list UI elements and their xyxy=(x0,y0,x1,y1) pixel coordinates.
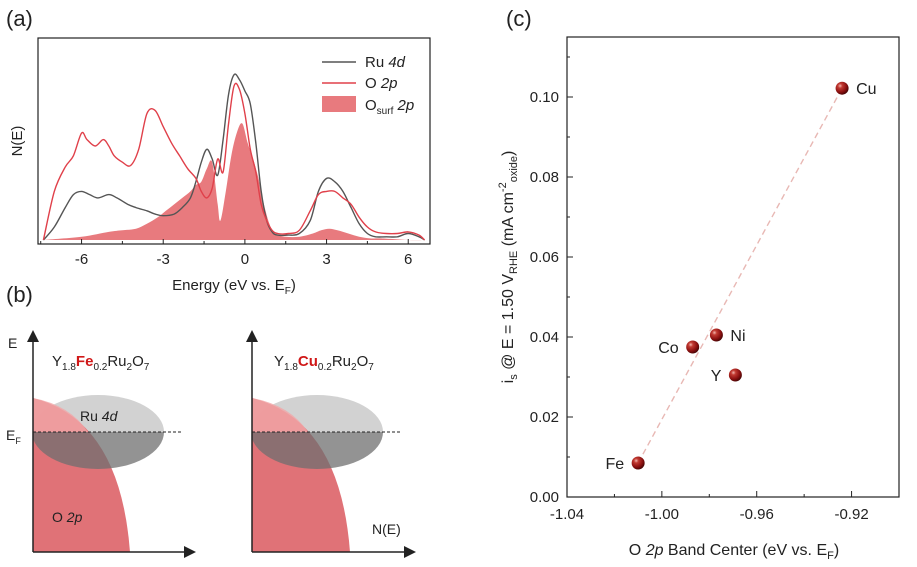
scatter-y-tick-label: 0.08 xyxy=(530,169,559,186)
scatter-y-tick-label: 0.02 xyxy=(530,409,559,426)
scatter-point-ni xyxy=(709,328,723,342)
series-area-osurf-2p xyxy=(43,123,425,241)
series-line-ru-4d xyxy=(42,73,425,241)
scatter-plot-area: Fe Co Ni Y Cu xyxy=(605,81,876,473)
scatter-y-tick-label: 0.06 xyxy=(530,249,559,266)
o-2p-band-label: O 2p xyxy=(52,509,83,525)
formula-fe-doped: Y1.8Fe0.2Ru2O7 xyxy=(52,353,150,373)
ru-4d-band-filled xyxy=(33,432,164,469)
pdos-x-tick-label: 0 xyxy=(241,251,249,268)
series-line-o-2p xyxy=(42,82,426,241)
scatter-point-label-co: Co xyxy=(658,340,679,357)
scatter-x-tick-label: -0.96 xyxy=(740,506,774,523)
scatter-point-label-y: Y xyxy=(711,368,722,385)
dos-axis-label: N(E) xyxy=(372,521,401,537)
legend-label-osurf-2p: Osurf 2p xyxy=(365,97,414,117)
scatter-point-fe xyxy=(631,456,645,470)
pdos-x-tick-label: 3 xyxy=(322,251,330,268)
scatter-x-tick-label: -1.04 xyxy=(550,506,584,523)
scatter-frame xyxy=(566,36,900,498)
o-2p-band-left-upper xyxy=(33,398,88,432)
panel-label-a: (a) xyxy=(6,6,33,31)
scatter-y-tick-label: 0.00 xyxy=(530,489,559,506)
scatter-point-y xyxy=(728,368,742,382)
scatter-point-label-cu: Cu xyxy=(856,81,876,98)
pdos-x-tick-label: 6 xyxy=(404,251,412,268)
legend-swatch-osurf-2p xyxy=(322,96,356,112)
fermi-level-label: EF xyxy=(6,427,21,446)
scatter-y-tick-label: 0.04 xyxy=(530,329,559,346)
pdos-x-label: Energy (eV vs. EF) xyxy=(172,277,296,297)
panel-label-b: (b) xyxy=(6,282,33,307)
pdos-x-tick-label: -6 xyxy=(75,251,88,268)
formula-cu-doped: Y1.8Cu0.2Ru2O7 xyxy=(274,353,374,373)
pdos-legend: Ru 4d O 2p Osurf 2p xyxy=(322,54,414,117)
scatter-x-tick-label: -0.92 xyxy=(834,506,868,523)
ru-4d-band-filled-right xyxy=(252,432,383,469)
band-schematic-right: Y1.8Cu0.2Ru2O7 N(E) xyxy=(246,330,416,558)
pdos-x-ticks: -6 -3 0 3 6 xyxy=(40,239,412,268)
scatter-axis-ticks: -1.04 -1.00 -0.96 -0.92 0.00 0.02 0.04 0.06 0.08… xyxy=(530,56,869,523)
scatter-point-cu xyxy=(835,81,849,95)
energy-axis-label: E xyxy=(8,335,17,351)
o-2p-band-right-upper xyxy=(252,398,308,432)
pdos-chart: -6 -3 0 3 6 N(E) Energy (eV vs. EF) Ru 4d O … xyxy=(9,37,431,297)
scatter-chart: -1.04 -1.00 -0.96 -0.92 0.00 0.02 0.04 0.06 0.08… xyxy=(497,36,900,562)
scatter-y-tick-label: 0.10 xyxy=(530,89,559,106)
scatter-point-label-ni: Ni xyxy=(730,328,745,345)
panel-label-c: (c) xyxy=(506,6,532,31)
ru-4d-band-label: Ru 4d xyxy=(80,408,119,424)
band-schematic-left: E EF Y1.8Fe0.2Ru2O7 Ru 4d O 2p xyxy=(6,330,196,558)
pdos-y-label: N(E) xyxy=(9,126,26,157)
scatter-point-label-fe: Fe xyxy=(605,456,624,473)
pdos-plot-area xyxy=(42,73,426,241)
pdos-x-tick-label: -3 xyxy=(157,251,170,268)
scatter-x-label: O 2p Band Center (eV vs. EF) xyxy=(629,542,839,562)
legend-label-o-2p: O 2p xyxy=(365,75,398,92)
scatter-fit-line xyxy=(637,87,843,464)
pdos-frame xyxy=(37,37,431,245)
scatter-x-tick-label: -1.00 xyxy=(645,506,679,523)
scatter-point-co xyxy=(686,340,700,354)
legend-label-ru-4d: Ru 4d xyxy=(365,54,406,71)
scatter-y-label: is @ E = 1.50 VRHE (mA cm-2oxide) xyxy=(497,151,520,384)
